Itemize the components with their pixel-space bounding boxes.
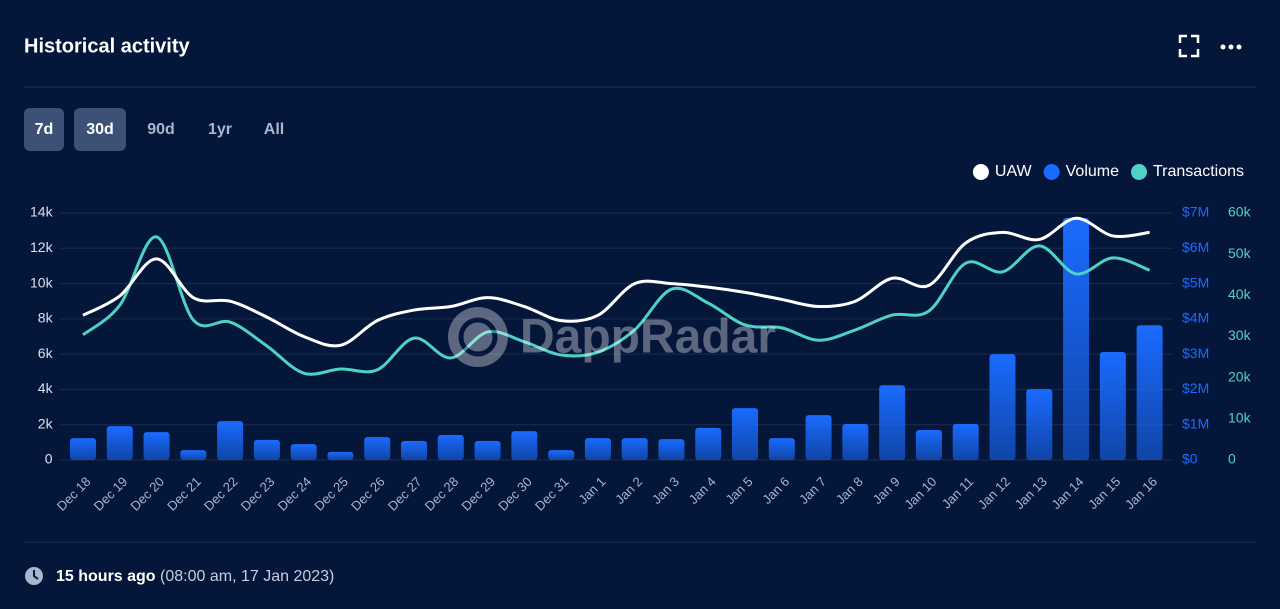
watermark-logo [448,307,508,367]
legend-marker [972,164,989,180]
bar [805,415,832,460]
bar [952,424,979,460]
line [82,216,1150,348]
tick-label: 0 [45,451,53,467]
bar [69,438,96,460]
bar [768,438,795,460]
bar [437,434,464,460]
bar [474,440,501,460]
range-button[interactable]: 7d [24,108,64,151]
bar [180,450,207,460]
bar [217,421,244,460]
tick-label: 50k [1228,245,1252,261]
range-label[interactable]: 30d [86,121,114,138]
bar [106,426,133,460]
bar [1063,217,1090,460]
bar [1136,325,1163,460]
legend-marker [1043,164,1060,180]
bar [327,451,354,460]
tick-label: 10k [1228,410,1252,426]
tick-label: 4k [38,380,54,396]
timestamp: 15 hours ago (08:00 am, 17 Jan 2023) [56,568,334,585]
watermark-text: DappRadar [520,311,776,364]
bar [989,354,1016,460]
bar [732,408,759,460]
bar [842,424,869,460]
tick-label: 10k [30,274,54,290]
bar [1099,352,1126,460]
tick-label: $4M [1182,310,1209,326]
bar [290,444,317,460]
timestamp-absolute: (08:00 am, 17 Jan 2023) [160,568,334,585]
bar [511,431,538,460]
tick-label: 6k [38,345,54,361]
legend-label: Volume [1066,163,1119,180]
tick-label: 20k [1228,368,1252,384]
tick-label: 40k [1228,286,1252,302]
bar [401,440,428,460]
watermark: DappRadar [448,307,776,367]
tick-label: $3M [1182,345,1209,361]
bar [915,430,942,460]
range-label[interactable]: 1yr [208,121,232,138]
legend-label: Transactions [1153,163,1244,180]
bar [364,437,391,460]
tick-label: $6M [1182,239,1209,255]
bar [253,439,280,460]
tick-label: 30k [1228,327,1252,343]
tick-label: $7M [1182,204,1209,220]
bar [584,438,611,460]
clock-icon [25,567,43,585]
tick-label: 8k [38,310,54,326]
more-icon[interactable] [1220,44,1242,50]
range-label[interactable]: 90d [147,121,175,138]
tick-label: $2M [1182,380,1209,396]
tick-label: 2k [38,415,54,431]
bar [621,438,648,460]
tick-label: 14k [30,204,54,220]
tick-label: $1M [1182,415,1209,431]
bar [143,432,170,460]
range-label[interactable]: All [264,121,284,138]
bar [658,439,685,460]
fullscreen-icon[interactable] [1178,34,1200,58]
tick-label: $5M [1182,274,1209,290]
legend-marker [1131,164,1147,180]
bar [879,385,906,460]
bar [548,450,575,460]
bar [1026,389,1053,460]
tick-label: 60k [1228,204,1252,220]
tick-label: 0 [1228,451,1236,467]
range-button[interactable]: 30d [74,108,126,151]
range-label[interactable]: 7d [35,121,54,138]
timestamp-relative: 15 hours ago [56,568,156,585]
card-title: Historical activity [24,35,191,57]
line [82,235,1151,376]
tick-label: $0 [1182,451,1198,467]
bar [695,427,722,460]
tick-label: 12k [30,239,54,255]
watermark-logo [458,317,498,357]
legend-label: UAW [995,163,1033,180]
